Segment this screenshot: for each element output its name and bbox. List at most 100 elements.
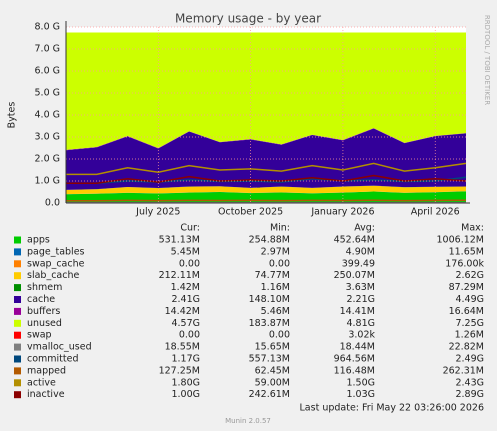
- legend-stat: 127.25M: [159, 365, 200, 376]
- line: [66, 174, 467, 184]
- legend-stat: 1.17G: [171, 354, 200, 365]
- legend-stat: 2.49G: [455, 354, 484, 365]
- x-tick-label: October 2025: [218, 207, 283, 218]
- y-tick-label: 8.0 G: [35, 22, 61, 33]
- legend-label: committed: [27, 354, 79, 365]
- legend-label: slab_cache: [27, 270, 79, 281]
- legend-swatch: [14, 379, 21, 387]
- legend-swatch: [14, 296, 21, 303]
- y-tick-label: 5.0 G: [35, 88, 61, 99]
- legend-stat: 212.11M: [159, 270, 200, 281]
- last-update: Last update: Fri May 22 03:26:00 2026: [300, 403, 484, 414]
- legend-stat: 2.89G: [455, 389, 484, 400]
- legend-label: unused: [27, 318, 62, 329]
- legend-stat: 87.29M: [449, 282, 484, 293]
- legend-label: apps: [27, 235, 50, 246]
- legend-stat: 148.10M: [249, 294, 290, 305]
- legend-stat: 1.42M: [171, 282, 200, 293]
- column-header: Max:: [461, 223, 484, 234]
- legend-swatch: [14, 260, 21, 268]
- legend-stat: 4.57G: [171, 318, 200, 329]
- legend-swatch: [14, 307, 21, 315]
- chart-title: Memory usage - by year: [175, 12, 321, 26]
- legend-stat: 531.13M: [159, 235, 200, 246]
- legend-label: swap: [27, 330, 52, 341]
- legend-label: vmalloc_used: [27, 342, 92, 353]
- legend-stat: 74.77M: [255, 270, 290, 281]
- area: [66, 32, 466, 150]
- legend-swatch: [14, 355, 21, 363]
- legend-stat: 0.00: [269, 330, 290, 341]
- legend-stat: 0.00: [179, 258, 200, 269]
- legend-swatch: [14, 236, 21, 244]
- x-tick-label: April 2026: [411, 207, 460, 218]
- y-axis-label: Bytes: [7, 102, 18, 129]
- y-tick-label: 6.0 G: [35, 66, 61, 77]
- legend-stat: 11.65M: [449, 246, 484, 257]
- legend-stat: 2.62G: [455, 270, 484, 281]
- legend-stat: 262.31M: [443, 365, 484, 376]
- legend-stat: 1.00G: [171, 389, 200, 400]
- legend-label: page_tables: [27, 246, 85, 257]
- legend-label: inactive: [27, 389, 65, 400]
- legend-stat: 176.00k: [445, 258, 484, 269]
- legend-stat: 14.41M: [340, 306, 375, 317]
- legend-stat: 250.07M: [334, 270, 375, 281]
- legend-stat: 5.46M: [261, 306, 290, 317]
- legend-stat: 2.21G: [346, 294, 375, 305]
- legend-stat: 14.42M: [165, 306, 200, 317]
- legend-stat: 4.49G: [455, 294, 484, 305]
- footer: Munin 2.0.57: [225, 417, 271, 425]
- legend-label: shmem: [27, 282, 62, 293]
- legend-stat: 254.88M: [249, 235, 290, 246]
- legend-stat: 1.26M: [455, 330, 484, 341]
- y-tick-label: 4.0 G: [35, 110, 61, 121]
- legend-stat: 2.97M: [261, 246, 290, 257]
- legend-label: active: [27, 377, 56, 388]
- legend-stat: 1.03G: [346, 389, 375, 400]
- legend-stat: 1006.12M: [437, 235, 484, 246]
- legend-stat: 242.61M: [249, 389, 290, 400]
- y-tick-label: 1.0 G: [35, 176, 61, 187]
- legend-swatch: [14, 343, 21, 351]
- y-tick-label: 0.0: [45, 198, 60, 209]
- legend-stat: 7.25G: [455, 318, 484, 329]
- legend-stat: 18.44M: [340, 342, 375, 353]
- y-tick-label: 7.0 G: [35, 44, 61, 55]
- legend-label: buffers: [27, 306, 60, 317]
- legend-stat: 59.00M: [255, 377, 290, 388]
- legend-stat: 5.45M: [171, 246, 200, 257]
- x-tick-label: July 2025: [135, 207, 180, 218]
- legend-stat: 62.45M: [255, 365, 290, 376]
- legend-swatch: [14, 284, 21, 292]
- legend-swatch: [14, 319, 21, 327]
- x-tick-label: January 2026: [310, 207, 374, 218]
- legend-stat: 1.80G: [171, 377, 200, 388]
- legend-label: cache: [27, 294, 55, 305]
- legend-stat: 18.55M: [165, 342, 200, 353]
- column-header: Cur:: [180, 223, 200, 234]
- legend-swatch: [14, 367, 21, 375]
- legend-swatch: [14, 272, 21, 280]
- side-text: RRDTOOL / TOBI OETIKER: [483, 15, 491, 105]
- area: [66, 128, 466, 190]
- legend-stat: 22.82M: [449, 342, 484, 353]
- legend-stat: 1.50G: [346, 377, 375, 388]
- legend-stat: 0.00: [269, 258, 290, 269]
- legend-stat: 452.64M: [334, 235, 375, 246]
- y-tick-label: 2.0 G: [35, 154, 61, 165]
- legend-stat: 4.90M: [346, 246, 375, 257]
- legend-stat: 964.56M: [334, 354, 375, 365]
- y-tick-label: 3.0 G: [35, 132, 61, 143]
- area: [66, 191, 466, 195]
- line: [66, 162, 467, 176]
- legend-label: mapped: [27, 365, 66, 376]
- legend-stat: 183.87M: [249, 318, 290, 329]
- legend-stat: 399.49: [342, 258, 375, 269]
- legend-stat: 116.48M: [334, 365, 375, 376]
- legend-label: swap_cache: [27, 258, 85, 269]
- line: [66, 199, 467, 202]
- legend-swatch: [14, 248, 21, 256]
- legend-swatch: [14, 331, 21, 339]
